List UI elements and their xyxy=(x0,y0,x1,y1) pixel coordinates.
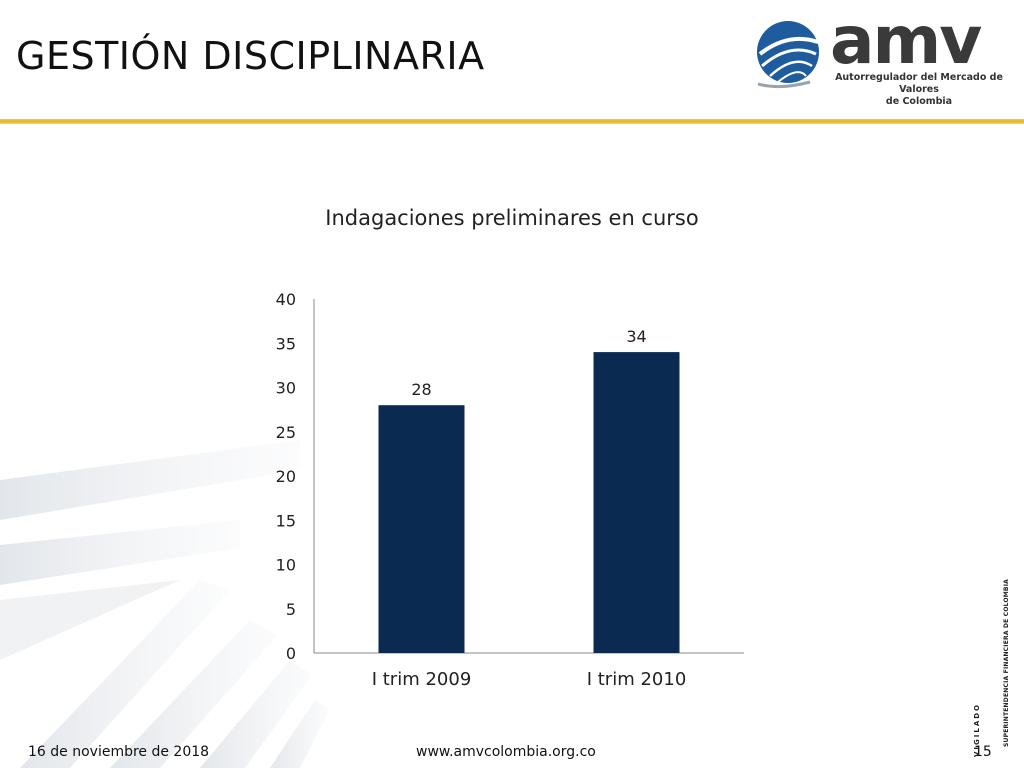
slide-header: GESTIÓN DISCIPLINARIA amv Autorregulador… xyxy=(0,0,1024,125)
vigilado-word: VIGILADO xyxy=(973,703,981,758)
y-tick-label: 30 xyxy=(276,379,296,398)
amv-logo: amv Autorregulador del Mercado de Valore… xyxy=(750,8,1010,107)
vigilado-seal: SUPERINTENDENCIA FINANCIERA DE COLOMBIA … xyxy=(973,579,1022,757)
amv-subtitle: Autorregulador del Mercado de Valores de… xyxy=(834,72,1004,108)
y-tick-label: 15 xyxy=(276,511,296,530)
footer-date: 16 de noviembre de 2018 xyxy=(28,744,210,760)
amv-subtitle-line1: Autorregulador del Mercado de Valores xyxy=(835,72,1003,95)
bar xyxy=(378,405,465,653)
y-tick-label: 40 xyxy=(276,290,296,309)
x-category-label: I trim 2010 xyxy=(587,669,687,690)
y-tick-label: 20 xyxy=(276,467,296,486)
amv-globe-icon xyxy=(757,21,819,89)
amv-subtitle-line2: de Colombia xyxy=(885,96,953,107)
x-category-label: I trim 2009 xyxy=(372,669,472,690)
data-label: 28 xyxy=(411,380,431,399)
amv-wordmark: amv xyxy=(830,2,982,79)
y-tick-label: 35 xyxy=(276,334,296,353)
y-tick-label: 25 xyxy=(276,423,296,442)
vigilado-line2: DE COLOMBIA xyxy=(1003,579,1010,629)
footer-url[interactable]: www.amvcolombia.org.co xyxy=(416,744,596,760)
page-number: 15 xyxy=(974,744,992,760)
bar xyxy=(593,352,680,653)
page-title: GESTIÓN DISCIPLINARIA xyxy=(16,34,485,78)
y-tick-label: 0 xyxy=(286,644,296,663)
header-divider xyxy=(0,119,1024,124)
vigilado-superintendencia-text: SUPERINTENDENCIA FINANCIERA DE COLOMBIA xyxy=(1003,579,1015,747)
data-label: 34 xyxy=(626,327,646,346)
y-tick-label: 5 xyxy=(286,600,296,619)
chart-title: Indagaciones preliminares en curso xyxy=(325,206,699,230)
vigilado-line1: SUPERINTENDENCIA FINANCIERA xyxy=(1003,630,1010,747)
y-tick-label: 10 xyxy=(276,556,296,575)
